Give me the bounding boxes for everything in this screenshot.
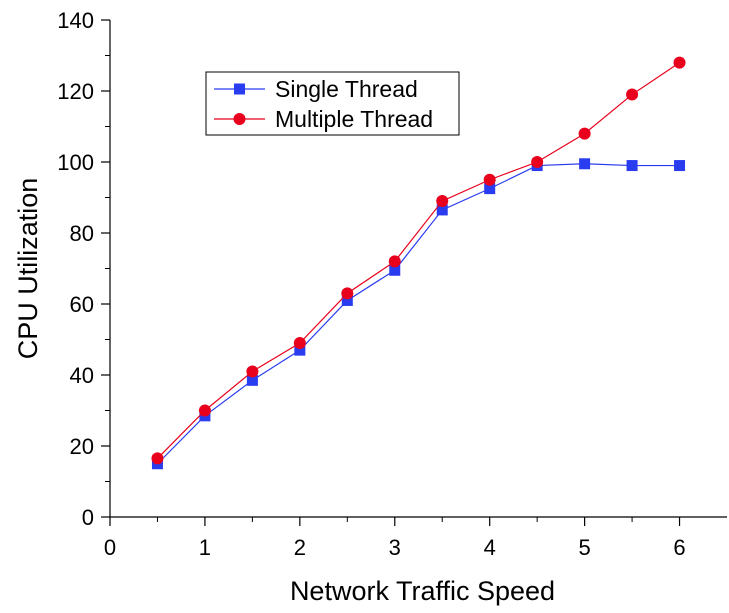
x-tick-label: 2	[294, 535, 306, 560]
data-point	[293, 337, 306, 350]
data-point	[341, 294, 353, 306]
legend-label: Single Thread	[275, 76, 418, 102]
x-tick-label: 0	[104, 535, 116, 560]
data-point	[341, 287, 354, 300]
y-tick-label: 20	[70, 434, 94, 459]
data-point	[674, 160, 686, 172]
data-point	[436, 195, 449, 208]
data-point	[198, 404, 211, 417]
y-tick-label: 40	[70, 363, 94, 388]
legend: Single Thread Multiple Thread	[205, 71, 460, 136]
legend-marker	[233, 113, 246, 125]
series-multiple-thread	[151, 56, 686, 465]
data-point	[246, 374, 258, 386]
y-tick-label: 60	[70, 292, 94, 317]
data-point	[484, 183, 496, 195]
data-point	[579, 158, 591, 170]
x-tick-label: 1	[199, 535, 211, 560]
x-tick-label: 6	[673, 535, 685, 560]
data-point	[151, 452, 164, 465]
data-point	[626, 160, 638, 172]
data-point	[483, 173, 496, 186]
x-tick-label: 5	[578, 535, 590, 560]
data-point	[531, 156, 544, 168]
legend-marker	[234, 83, 245, 95]
data-point	[673, 56, 686, 69]
data-point	[388, 255, 401, 268]
y-tick-label: 140	[57, 8, 94, 33]
data-point	[578, 127, 591, 140]
data-point	[626, 88, 639, 101]
y-tick-label: 80	[70, 221, 94, 246]
y-tick-label: 100	[57, 150, 94, 175]
y-axis-title: CPU Utilization	[13, 178, 43, 360]
series-layer	[151, 56, 686, 470]
legend-box	[205, 71, 460, 136]
y-tick-label: 0	[82, 505, 94, 530]
data-point	[246, 365, 259, 378]
data-point	[294, 344, 306, 356]
data-point	[389, 264, 401, 276]
x-tick-label: 3	[389, 535, 401, 560]
series-line	[157, 163, 680, 465]
data-point	[436, 204, 448, 216]
series-single-thread	[151, 158, 686, 470]
y-tick-label: 120	[57, 79, 94, 104]
x-tick-label: 4	[484, 535, 496, 560]
x-axis-title: Network Traffic Speed	[290, 576, 555, 606]
legend-label: Multiple Thread	[275, 106, 433, 132]
series-line	[157, 62, 680, 459]
